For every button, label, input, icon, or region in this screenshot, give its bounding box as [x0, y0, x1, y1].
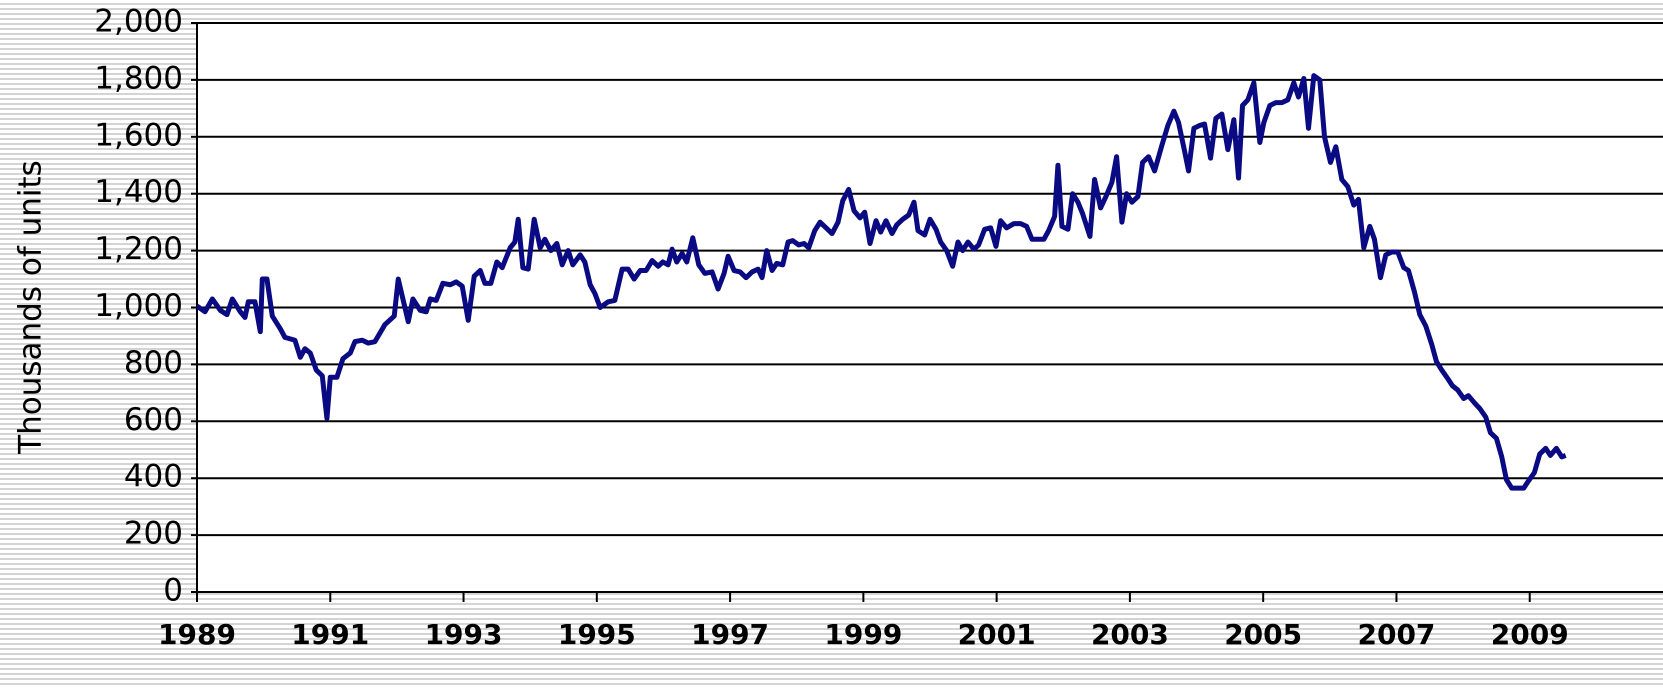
x-tick-label: 2001: [958, 618, 1036, 651]
x-tick-label: 1995: [558, 618, 636, 651]
x-tick-label: 1991: [291, 618, 369, 651]
y-tick-label: 1,200: [94, 231, 183, 267]
x-tick-label: 1997: [691, 618, 769, 651]
x-tick-label: 2003: [1091, 618, 1169, 651]
y-tick-label: 200: [124, 516, 183, 552]
y-tick-label: 1,400: [94, 174, 183, 210]
y-tick-label: 0: [163, 573, 183, 609]
x-tick-label: 2007: [1357, 618, 1435, 651]
y-tick-label: 400: [124, 459, 183, 495]
y-tick-label: 1,800: [94, 60, 183, 96]
x-tick-label: 1989: [158, 618, 236, 651]
y-tick-label: 800: [124, 345, 183, 381]
y-tick-label: 1,600: [94, 117, 183, 153]
y-axis-label: Thousands of units: [13, 160, 49, 455]
x-tick-label: 1999: [824, 618, 902, 651]
data-line: [195, 73, 1567, 491]
x-tick-label: 2005: [1224, 618, 1302, 651]
x-tick-label: 1993: [425, 618, 503, 651]
y-tick-label: 2,000: [94, 4, 183, 40]
y-tick-label: 600: [124, 402, 183, 438]
y-tick-label: 1,000: [94, 288, 183, 324]
x-tick-label: 2009: [1491, 618, 1569, 651]
